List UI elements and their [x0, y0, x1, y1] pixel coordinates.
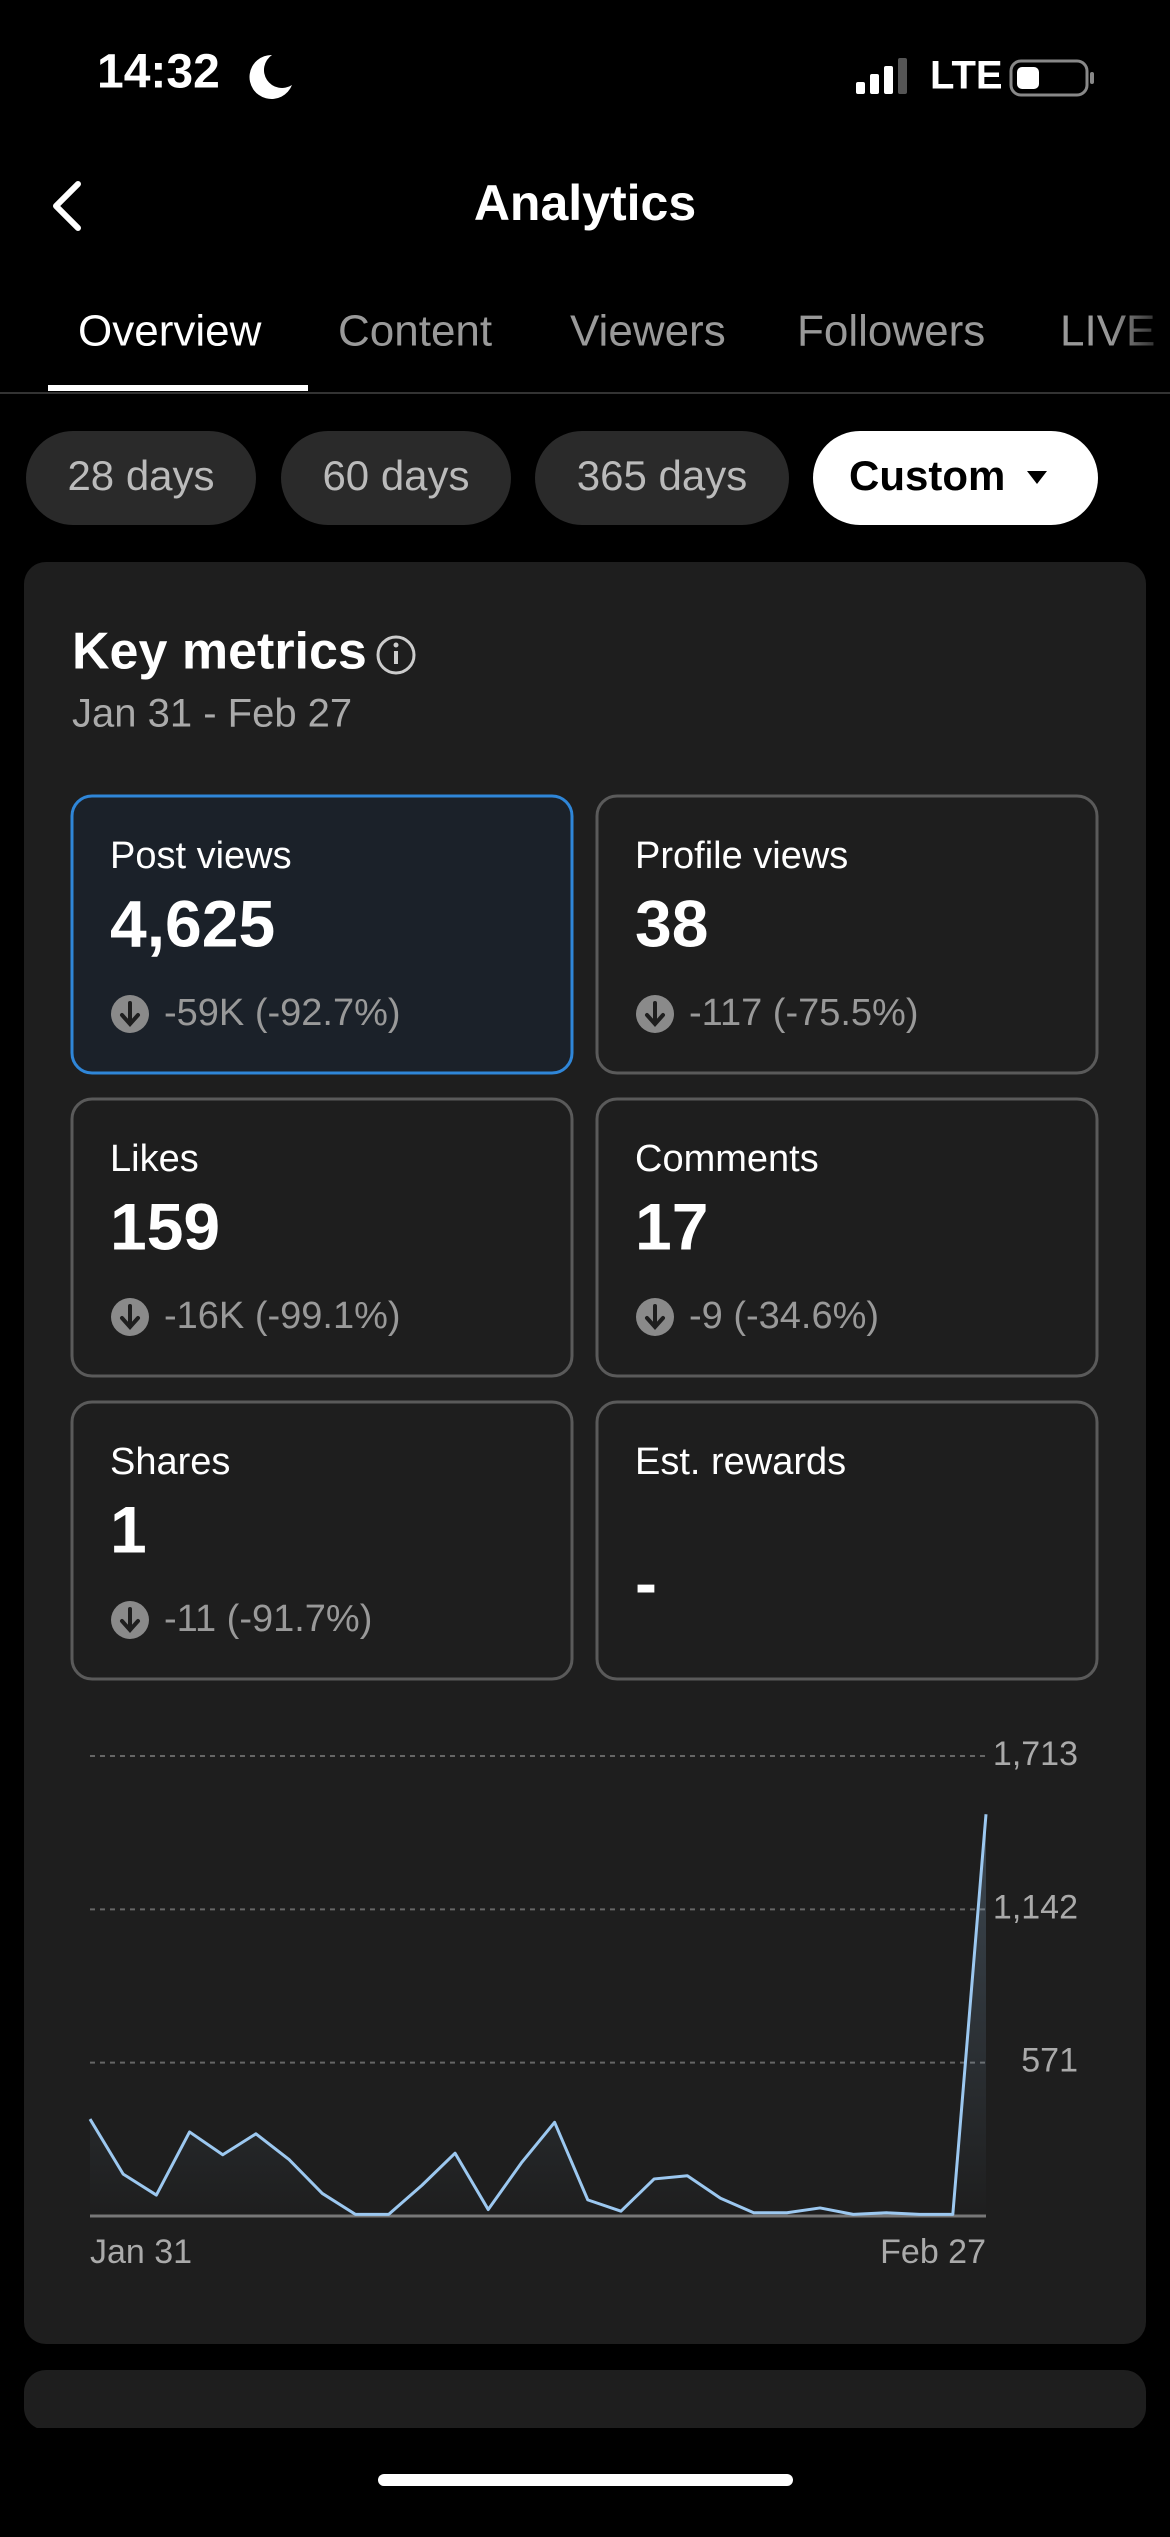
down-arrow: [645, 1304, 665, 1331]
filter-label: 60 days: [322, 452, 469, 499]
metric-label: Comments: [635, 1138, 819, 1180]
line: [88, 1814, 988, 2216]
metric-label: Likes: [110, 1138, 199, 1180]
y-tick-label: 1,713: [993, 1735, 1078, 1773]
signal-bar: [884, 66, 893, 94]
line-area: [90, 1814, 986, 2216]
tab[interactable]: Content: [338, 307, 492, 356]
info-icon-dot: [393, 642, 399, 648]
section-title: Key metrics: [72, 623, 367, 681]
page-title: Analytics: [474, 175, 696, 231]
filter-label: 28 days: [67, 452, 214, 499]
home-indicator: [378, 2474, 793, 2486]
metric-value: -: [635, 1545, 657, 1619]
metric-box[interactable]: [595, 1097, 1099, 1378]
tab[interactable]: Overview: [78, 307, 262, 356]
metric-value: 17: [635, 1189, 708, 1263]
date-range: Jan 31 - Feb 27: [72, 692, 352, 736]
metric-box[interactable]: [70, 794, 574, 1075]
filter-label: 365 days: [577, 452, 747, 499]
filter-label: Custom: [849, 452, 1005, 499]
filter-pill[interactable]: [26, 431, 256, 525]
metric-label: Post views: [110, 835, 292, 877]
metric-change: -59K (-92.7%): [164, 992, 401, 1034]
x-tick-label: Feb 27: [880, 2233, 986, 2271]
filter-pill[interactable]: [535, 431, 789, 525]
signal-bar: [898, 58, 907, 94]
network: LTE: [930, 54, 1003, 98]
down-arrow: [120, 1304, 140, 1331]
battery-cap: [1090, 72, 1094, 84]
metric-change: -11 (-91.7%): [164, 1598, 372, 1640]
down-arrow: [120, 1607, 140, 1634]
battery: [1009, 59, 1089, 97]
next-card: [24, 2370, 1146, 2430]
metric-box[interactable]: [595, 1400, 1099, 1681]
down-arrow: [120, 1001, 140, 1028]
metric-box[interactable]: [595, 794, 1099, 1075]
filter-pill[interactable]: [281, 431, 511, 525]
metric-label: Profile views: [635, 835, 848, 877]
metric-change: -9 (-34.6%): [689, 1295, 879, 1337]
tab[interactable]: Followers: [797, 307, 985, 356]
battery-level: [1017, 67, 1039, 89]
info-icon-bar: [394, 651, 398, 664]
metric-label: Est. rewards: [635, 1441, 846, 1483]
metric-value: 38: [635, 886, 708, 960]
divider: [0, 392, 1170, 394]
time: 14:32: [97, 46, 220, 99]
info-icon[interactable]: [376, 635, 416, 675]
x-tick-label: Jan 31: [90, 2233, 192, 2271]
metric-value: 159: [110, 1189, 220, 1263]
metric-value: 4,625: [110, 886, 275, 960]
tab-indicator: [48, 385, 308, 391]
signal-bar: [870, 74, 879, 94]
dropdown-arrow: [1027, 471, 1047, 484]
y-tick-label: 1,142: [993, 1888, 1078, 1926]
metric-value: 1: [110, 1492, 147, 1566]
filter-pill[interactable]: [813, 431, 1098, 525]
metric-box[interactable]: [70, 1097, 574, 1378]
back-button[interactable]: [53, 181, 81, 231]
moon-icon: [249, 54, 292, 99]
metric-change: -16K (-99.1%): [164, 1295, 401, 1337]
metric-box[interactable]: [70, 1400, 574, 1681]
signal-bar: [856, 82, 865, 94]
down-arrow: [645, 1001, 665, 1028]
metric-label: Shares: [110, 1441, 230, 1483]
tab[interactable]: Viewers: [570, 307, 726, 356]
metric-change: -117 (-75.5%): [689, 992, 919, 1034]
y-tick-label: 571: [1021, 2042, 1078, 2080]
tab-fade: [1110, 270, 1170, 390]
